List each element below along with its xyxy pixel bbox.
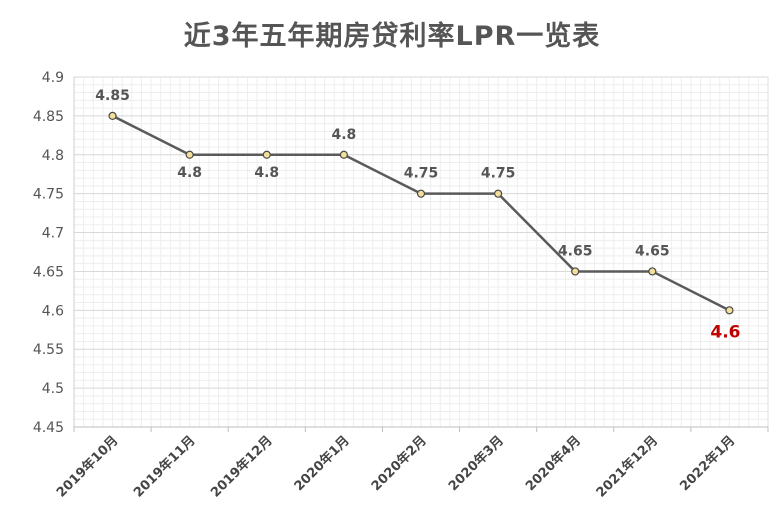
- data-label: 4.8: [331, 127, 356, 143]
- y-tick-label: 4.45: [33, 420, 64, 436]
- x-tick-label: 2020年1月: [291, 433, 353, 495]
- data-point-marker: [108, 111, 117, 120]
- data-point-marker: [185, 150, 194, 159]
- data-label: 4.8: [254, 165, 279, 181]
- x-tick-label: 2019年10月: [53, 433, 121, 501]
- data-point-marker: [339, 150, 348, 159]
- x-tick-label: 2020年4月: [522, 433, 584, 495]
- y-tick-label: 4.55: [33, 342, 64, 358]
- x-tick-label: 2021年12月: [593, 433, 661, 501]
- data-label: 4.75: [404, 166, 439, 182]
- data-point-marker: [725, 306, 734, 315]
- y-tick-label: 4.85: [33, 109, 64, 125]
- y-tick-label: 4.6: [42, 303, 64, 319]
- data-label: 4.65: [558, 243, 593, 259]
- data-label: 4.85: [95, 88, 130, 104]
- x-tick-label: 2019年11月: [130, 433, 198, 501]
- x-tick-label: 2020年3月: [445, 433, 507, 495]
- highlight-data-label: 4.6: [710, 322, 740, 342]
- data-label: 4.8: [177, 165, 202, 181]
- x-tick-label: 2020年2月: [368, 433, 430, 495]
- y-tick-label: 4.5: [42, 381, 64, 397]
- x-tick-label: 2022年1月: [677, 433, 739, 495]
- data-label: 4.65: [635, 243, 670, 259]
- y-tick-label: 4.8: [42, 148, 64, 164]
- y-tick-label: 4.7: [42, 226, 64, 242]
- data-point-marker: [571, 267, 580, 276]
- data-point-marker: [416, 189, 426, 198]
- y-tick-label: 4.75: [33, 187, 64, 203]
- y-tick-label: 4.65: [33, 264, 64, 280]
- x-tick-label: 2019年12月: [208, 433, 276, 501]
- data-point-marker: [648, 267, 657, 276]
- y-tick-label: 4.9: [42, 70, 64, 86]
- chart-title: 近3年五年期房贷利率LPR一览表: [183, 21, 601, 52]
- data-point-marker: [262, 150, 271, 159]
- data-label: 4.75: [481, 166, 516, 182]
- data-point-marker: [494, 189, 503, 198]
